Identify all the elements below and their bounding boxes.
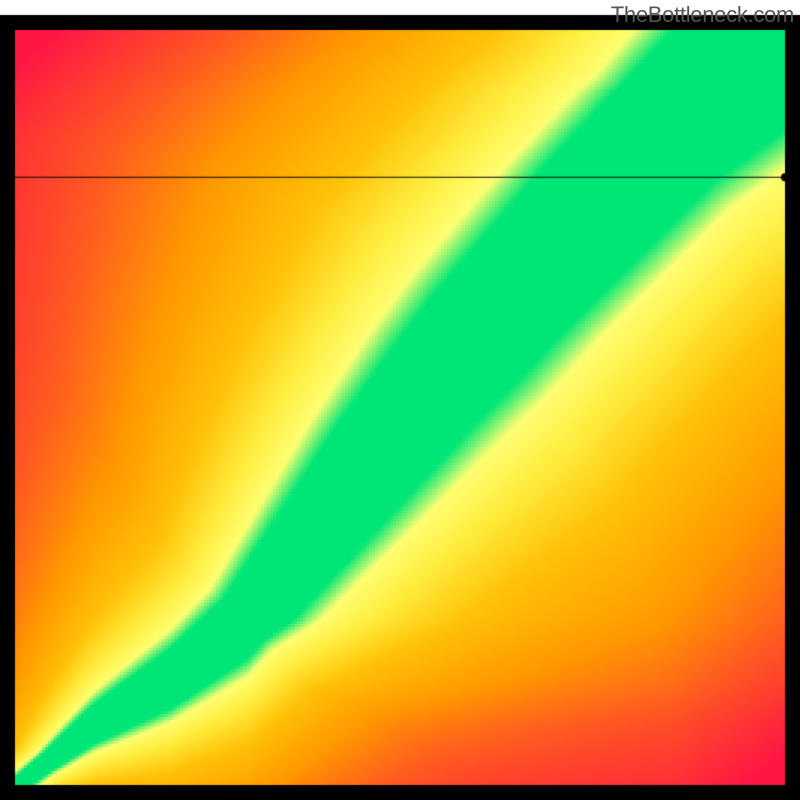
bottleneck-heatmap-chart: TheBottleneck.com (0, 0, 800, 800)
heatmap-canvas (0, 0, 800, 800)
watermark-text: TheBottleneck.com (611, 2, 794, 28)
